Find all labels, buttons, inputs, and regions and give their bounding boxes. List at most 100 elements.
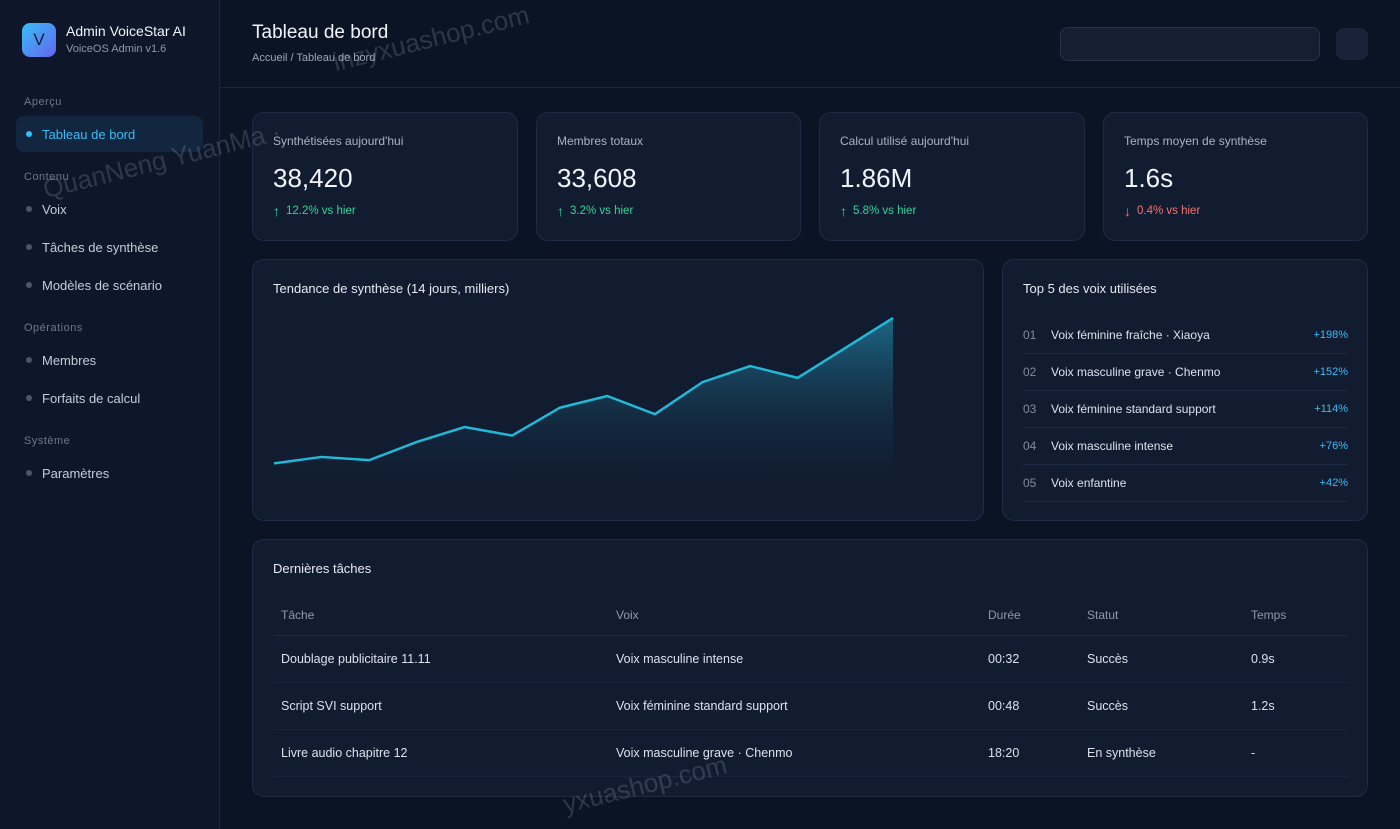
- trend-chart: [272, 316, 895, 489]
- stat-value: 38,420: [273, 163, 353, 193]
- task-name: Doublage publicitaire 11.11: [273, 635, 608, 683]
- trend-point[interactable]: [558, 406, 562, 410]
- stat-value: 1.6s: [1124, 163, 1174, 193]
- trend-point[interactable]: [843, 346, 847, 350]
- sidebar-item-label: Tâches de synthèse: [42, 239, 159, 255]
- stat-card-compute-used: Calcul utilisé aujourd'hui 1.86M ↑ 5.8% …: [819, 112, 1085, 241]
- nav-section-contenu: Contenu: [24, 171, 70, 183]
- sidebar-item-voix[interactable]: Voix: [16, 191, 203, 227]
- trend-point[interactable]: [415, 440, 419, 444]
- list-item[interactable]: 03 Voix féminine standard support +114%: [1023, 391, 1348, 428]
- arrow-up-icon: ↑: [840, 203, 847, 219]
- trend-point[interactable]: [605, 394, 609, 398]
- trend-area: [274, 318, 893, 489]
- sidebar-item-label: Membres: [42, 352, 97, 368]
- stat-label: Calcul utilisé aujourd'hui: [840, 134, 970, 148]
- brand-logo: V: [22, 22, 56, 57]
- voice-growth: +152%: [1313, 366, 1348, 378]
- arrow-down-icon: ↓: [1124, 203, 1131, 219]
- list-item[interactable]: 01 Voix féminine fraîche · Xiaoya +198%: [1023, 317, 1348, 354]
- sidebar-item-modeles-de-scenario[interactable]: Modèles de scénario: [16, 267, 203, 303]
- voice-rank: 03: [1023, 402, 1037, 416]
- trend-point[interactable]: [462, 425, 466, 429]
- stat-delta-text: 5.8% vs hier: [853, 205, 917, 217]
- trend-line: [273, 316, 894, 465]
- stat-card-total-members: Membres totaux 33,608 ↑ 3.2% vs hier: [536, 112, 801, 241]
- sidebar-item-taches-de-synthese[interactable]: Tâches de synthèse: [16, 229, 203, 265]
- bullet-icon: [26, 206, 32, 212]
- sidebar: V Admin VoiceStar AI VoiceOS Admin v1.6 …: [0, 0, 220, 829]
- bullet-icon: [26, 357, 32, 363]
- column-header-time[interactable]: Temps: [1243, 595, 1348, 636]
- page-header: Tableau de bord Accueil / Tableau de bor…: [220, 0, 1400, 88]
- bullet-icon: [26, 395, 32, 401]
- list-item[interactable]: 02 Voix masculine grave · Chenmo +152%: [1023, 354, 1348, 391]
- trend-chart-card: Tendance de synthèse (14 jours, milliers…: [252, 259, 984, 521]
- list-item[interactable]: 04 Voix masculine intense +76%: [1023, 428, 1348, 465]
- stat-label: Synthétisées aujourd'hui: [273, 134, 404, 148]
- voice-name: Voix masculine intense: [1051, 439, 1174, 453]
- sidebar-item-label: Tableau de bord: [42, 126, 136, 142]
- stat-label: Temps moyen de synthèse: [1124, 134, 1267, 148]
- trend-point[interactable]: [272, 461, 276, 465]
- bullet-icon: [26, 131, 32, 137]
- trend-point[interactable]: [701, 380, 705, 384]
- table-row[interactable]: Script SVI support Voix féminine standar…: [273, 682, 1348, 730]
- table-row[interactable]: Doublage publicitaire 11.11 Voix masculi…: [273, 635, 1348, 683]
- trend-point[interactable]: [796, 376, 800, 380]
- stat-card-avg-synthesis-time: Temps moyen de synthèse 1.6s ↓ 0.4% vs h…: [1103, 112, 1368, 241]
- task-voice: Voix masculine grave · Chenmo: [608, 729, 980, 777]
- arrow-up-icon: ↑: [273, 203, 280, 219]
- arrow-up-icon: ↑: [557, 203, 564, 219]
- voice-name: Voix féminine standard support: [1051, 402, 1216, 416]
- top-voices-card: Top 5 des voix utilisées 01 Voix féminin…: [1002, 259, 1368, 521]
- sidebar-item-parametres[interactable]: Paramètres: [16, 455, 203, 491]
- sidebar-item-label: Modèles de scénario: [42, 277, 162, 293]
- stat-delta: ↑ 5.8% vs hier: [840, 203, 916, 219]
- task-voice: Voix masculine intense: [608, 635, 980, 683]
- trend-point[interactable]: [367, 458, 371, 462]
- column-header-voice[interactable]: Voix: [608, 595, 980, 636]
- sidebar-item-label: Forfaits de calcul: [42, 390, 141, 406]
- nav-section-apercu: Aperçu: [24, 96, 62, 108]
- voice-growth: +198%: [1313, 329, 1348, 341]
- sidebar-item-tableau-de-bord[interactable]: Tableau de bord: [16, 116, 203, 152]
- nav-section-systeme: Système: [24, 435, 71, 447]
- table-row[interactable]: Livre audio chapitre 12 Voix masculine g…: [273, 729, 1348, 777]
- voice-growth: +114%: [1314, 403, 1348, 415]
- trend-point[interactable]: [891, 316, 895, 320]
- top-voices-list: 01 Voix féminine fraîche · Xiaoya +198% …: [1023, 317, 1348, 502]
- voice-rank: 05: [1023, 476, 1037, 490]
- task-voice: Voix féminine standard support: [608, 682, 980, 730]
- voice-name: Voix masculine grave · Chenmo: [1051, 365, 1221, 379]
- task-duration: 18:20: [980, 729, 1079, 777]
- voice-rank: 04: [1023, 439, 1037, 453]
- stat-delta-text: 3.2% vs hier: [570, 205, 634, 217]
- stat-delta-text: 12.2% vs hier: [286, 205, 356, 217]
- list-item[interactable]: 05 Voix enfantine +42%: [1023, 465, 1348, 502]
- stat-delta-text: 0.4% vs hier: [1137, 205, 1201, 217]
- status-badge: Succès: [1079, 682, 1243, 730]
- trend-point[interactable]: [748, 364, 752, 368]
- stat-delta: ↓ 0.4% vs hier: [1124, 203, 1200, 219]
- task-duration: 00:48: [980, 682, 1079, 730]
- trend-point[interactable]: [510, 434, 514, 438]
- task-duration: 00:32: [980, 635, 1079, 683]
- column-header-task[interactable]: Tâche: [273, 595, 608, 636]
- sidebar-item-membres[interactable]: Membres: [16, 342, 203, 378]
- sidebar-item-forfaits-de-calcul[interactable]: Forfaits de calcul: [16, 380, 203, 416]
- stat-value: 1.86M: [840, 163, 913, 193]
- search-input[interactable]: [1060, 27, 1320, 61]
- trend-point[interactable]: [653, 412, 657, 416]
- trend-point[interactable]: [320, 455, 324, 459]
- status-badge: En synthèse: [1079, 729, 1243, 777]
- column-header-status[interactable]: Statut: [1079, 595, 1243, 636]
- bullet-icon: [26, 282, 32, 288]
- header-action-button[interactable]: [1336, 28, 1368, 60]
- stat-delta: ↑ 3.2% vs hier: [557, 203, 633, 219]
- task-name: Livre audio chapitre 12: [273, 729, 608, 777]
- column-header-duration[interactable]: Durée: [980, 595, 1079, 636]
- brand-subtitle: VoiceOS Admin v1.6: [66, 43, 167, 55]
- stat-label: Membres totaux: [557, 134, 644, 148]
